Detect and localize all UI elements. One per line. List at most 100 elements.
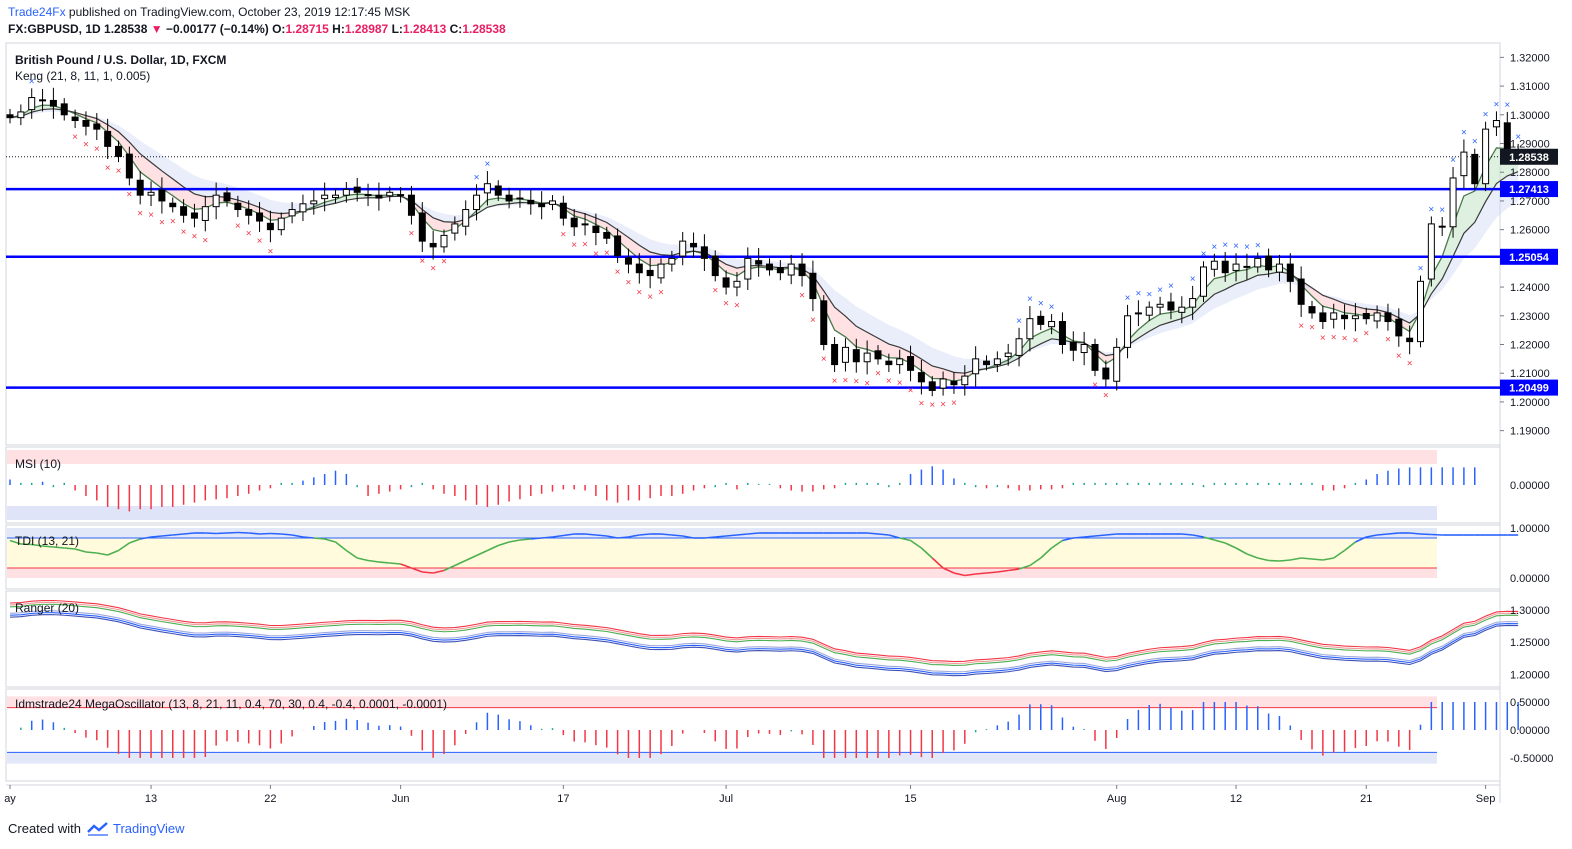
tdi-line-segment — [487, 544, 499, 552]
candle-body — [570, 217, 578, 228]
tdi-line-segment — [1420, 533, 1432, 536]
candle — [755, 248, 763, 277]
y-tick-label: 1.29000 — [1510, 139, 1550, 151]
x-tick-label: 15 — [904, 793, 916, 805]
x-tick-label: 21 — [1360, 793, 1372, 805]
tdi-line-segment — [64, 547, 76, 550]
tdi-line-segment — [953, 572, 965, 577]
candle-body — [1113, 346, 1121, 382]
tdi-line-segment — [53, 546, 65, 549]
candle-body — [690, 242, 698, 248]
candle — [841, 338, 849, 372]
candle — [483, 171, 491, 206]
sell-marker: × — [1363, 328, 1369, 339]
tdi-line-segment — [1214, 539, 1226, 544]
sell-marker: × — [257, 236, 263, 247]
sell-marker: × — [734, 300, 740, 311]
osc-lower-band — [7, 752, 1437, 764]
cloud-fill — [1431, 256, 1443, 294]
ranger-band-line — [9, 614, 1519, 677]
candle — [39, 88, 47, 112]
buy-marker: × — [1483, 110, 1489, 121]
buy-marker: × — [1255, 241, 1261, 252]
ranger-band-line — [9, 599, 1519, 663]
tdi-line-segment — [997, 569, 1009, 573]
candle-body — [1373, 312, 1381, 322]
lower-cloud-fill — [129, 132, 141, 154]
candle — [418, 202, 426, 253]
candle-body — [321, 194, 329, 200]
candle — [1145, 301, 1153, 321]
sell-marker: × — [864, 378, 870, 389]
tdi-line-segment — [248, 532, 260, 535]
candle — [614, 228, 622, 263]
candle-body — [1275, 263, 1283, 273]
level-price-label: 1.25054 — [1509, 252, 1550, 264]
sell-marker: × — [202, 235, 208, 246]
candle-body — [1395, 318, 1403, 337]
candle — [1384, 303, 1392, 331]
sell-marker: × — [1396, 351, 1402, 362]
lower-cloud-fill — [1268, 271, 1280, 287]
sell-marker: × — [723, 299, 729, 310]
candle — [245, 200, 253, 225]
candle — [1471, 148, 1479, 190]
sell-marker: × — [1342, 334, 1348, 345]
buy-marker: × — [1233, 241, 1239, 252]
candle — [1178, 296, 1186, 324]
candle-body — [1384, 312, 1392, 323]
candle-body — [907, 356, 915, 371]
tdi-line-segment — [606, 535, 618, 539]
lower-cloud-fill — [867, 312, 878, 339]
tdi-line-segment — [324, 538, 336, 543]
tdi-line-segment — [726, 534, 738, 537]
lower-cloud-fill — [1246, 275, 1258, 295]
tdi-line-segment — [1203, 536, 1215, 541]
candle-body — [299, 203, 307, 213]
candle — [1438, 217, 1446, 236]
lower-cloud-fill — [1138, 331, 1150, 343]
candle — [1417, 275, 1424, 348]
candle-body — [928, 381, 936, 391]
candle — [429, 230, 437, 260]
tdi-line-segment — [1279, 559, 1291, 562]
candle-body — [223, 192, 231, 202]
sell-marker: × — [908, 385, 914, 396]
candle-body — [744, 257, 752, 280]
tdi-line-segment — [313, 537, 325, 540]
candle-body — [874, 350, 882, 360]
tdi-line-segment — [910, 539, 922, 549]
author-link[interactable]: Trade24Fx — [8, 5, 66, 19]
buy-marker: × — [1515, 132, 1521, 143]
candle — [744, 247, 752, 290]
tdi-line-segment — [1366, 534, 1378, 538]
candle-body — [1351, 315, 1359, 320]
candle — [1449, 167, 1457, 238]
candle — [1427, 216, 1435, 287]
candle-body — [288, 209, 296, 217]
candle — [17, 104, 25, 126]
cloud-fill — [856, 326, 868, 350]
tdi-line-segment — [281, 533, 293, 536]
lower-cloud-fill — [1355, 301, 1367, 310]
cloud-fill — [888, 344, 900, 359]
candle — [1058, 312, 1066, 354]
tdi-top-band — [7, 528, 1437, 538]
tdi-line-segment — [1257, 557, 1269, 562]
tdi-line-segment — [237, 531, 249, 534]
buy-marker: × — [1428, 204, 1434, 215]
tradingview-brand[interactable]: TradingView — [112, 821, 185, 836]
candle — [1167, 292, 1175, 320]
down-arrow-icon: ▼ — [150, 22, 163, 36]
lower-cloud-fill — [151, 147, 162, 171]
candle-body — [93, 123, 101, 130]
candle — [603, 226, 611, 244]
tdi-line-segment — [96, 552, 108, 556]
chart-area[interactable]: × × × × × × × × × × × × × × × × × × × × × × × × × × × × × × × × × × × × × × × ×… — [0, 38, 1572, 848]
tdi-line-segment — [291, 534, 304, 538]
y-tick-label: 1.19000 — [1510, 426, 1550, 438]
sell-marker: × — [658, 288, 664, 299]
candle-body — [277, 217, 285, 231]
lower-cloud-fill — [878, 318, 889, 345]
candle-body — [755, 260, 763, 265]
